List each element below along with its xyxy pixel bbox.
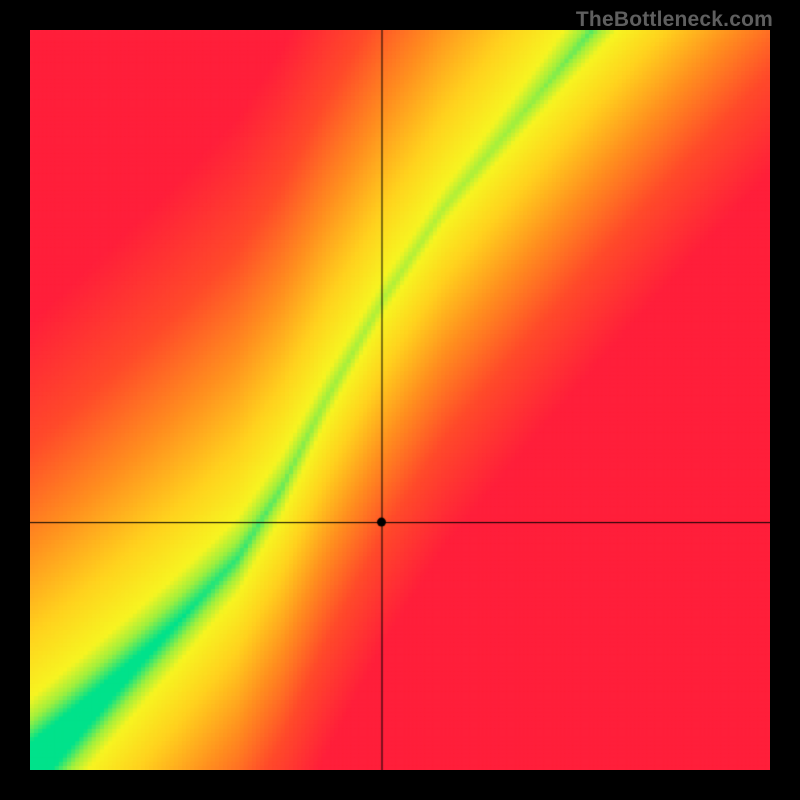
heatmap-canvas xyxy=(30,30,770,770)
heatmap-plot xyxy=(30,30,770,770)
chart-container: TheBottleneck.com xyxy=(0,0,800,800)
watermark-text: TheBottleneck.com xyxy=(576,8,773,32)
